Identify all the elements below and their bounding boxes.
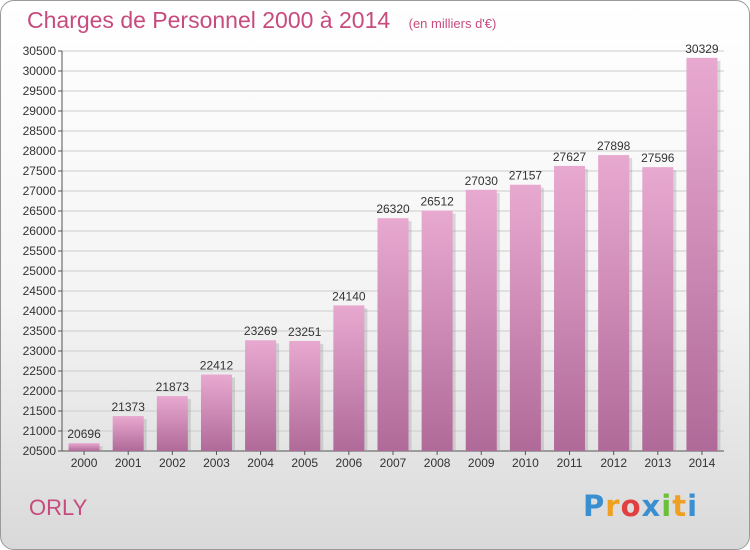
logo-letter: o [620,489,642,523]
bar-2004 [245,340,277,451]
data-label: 23251 [288,325,322,339]
data-label: 26512 [420,195,454,209]
x-tick-label: 2006 [336,456,363,470]
data-label: 27596 [641,151,675,165]
bar-2006 [333,305,365,451]
bar-2008 [421,210,453,451]
data-label: 27157 [509,169,543,183]
bar-2009 [465,189,497,452]
y-tick-label: 26500 [23,204,57,218]
data-label: 21873 [156,380,190,394]
y-tick-label: 30500 [23,44,57,58]
x-tick-label: 2010 [512,456,539,470]
y-tick-label: 24500 [23,284,57,298]
y-tick-label: 28500 [23,124,57,138]
y-tick-label: 25000 [23,264,57,278]
data-label: 21373 [112,400,146,414]
proxiti-logo: Proxiti [583,489,698,523]
y-tick-label: 22000 [23,384,57,398]
y-tick-label: 27000 [23,184,57,198]
bar-2014 [686,57,718,452]
data-label: 27898 [597,139,631,153]
data-label: 26320 [376,202,410,216]
y-tick-label: 26000 [23,224,57,238]
y-tick-label: 23000 [23,344,57,358]
y-tick-label: 28000 [23,144,57,158]
x-tick-label: 2001 [115,456,142,470]
bar-2001 [112,416,144,451]
x-tick-label: 2009 [468,456,495,470]
y-tick-label: 22500 [23,364,57,378]
title-row: Charges de Personnel 2000 à 2014 (en mil… [27,7,496,34]
x-tick-label: 2007 [380,456,407,470]
data-label: 24140 [332,289,366,303]
data-label: 20696 [67,427,101,441]
y-tick-label: 20500 [23,444,57,458]
logo-letter: t [672,489,688,523]
data-label: 27627 [553,150,587,164]
y-tick-label: 21000 [23,424,57,438]
y-tick-label: 30000 [23,64,57,78]
commune-name: ORLY [29,495,88,520]
x-tick-label: 2005 [291,456,318,470]
bar-2002 [156,396,188,451]
y-tick-label: 29000 [23,104,57,118]
label-layer: 20696 21373 21873 22412 23269 23251 24140 26320… [67,42,719,441]
bar-2011 [554,165,586,452]
logo-letter: x [641,489,662,523]
bar-2003 [200,374,232,451]
bar-2013 [642,167,674,451]
logo-letter: r [605,489,621,523]
chart-subtitle: (en milliers d'€) [408,16,497,31]
x-tick-label: 2002 [159,456,186,470]
bar-layer [68,57,721,452]
y-tick-label: 25500 [23,244,57,258]
data-label: 22412 [200,359,234,373]
x-tick-label: 2014 [689,456,716,470]
bar-2005 [289,340,321,451]
x-tick-label: 2011 [557,456,583,470]
data-label: 23269 [244,324,278,338]
bar-2012 [598,155,630,451]
x-tick-label: 2008 [424,456,451,470]
x-tick-label: 2003 [203,456,230,470]
bar-2000 [68,443,100,451]
bar-2007 [377,218,409,451]
logo-letter: i [661,489,673,523]
x-tick-label: 2000 [71,456,98,470]
x-tick-label: 2013 [644,456,671,470]
logo-letter: P [583,489,606,523]
data-label: 30329 [685,42,719,56]
data-label: 27030 [465,174,499,188]
y-tick-label: 23500 [23,324,57,338]
x-tick-label: 2004 [247,456,274,470]
bar-2010 [509,184,541,451]
x-tick-label: 2012 [600,456,627,470]
y-tick-label: 24000 [23,304,57,318]
chart-title: Charges de Personnel 2000 à 2014 [27,7,391,33]
y-tick-label: 21500 [23,404,57,418]
y-tick-label: 29500 [23,84,57,98]
y-tick-label: 27500 [23,164,57,178]
logo-letter: i [687,489,699,523]
